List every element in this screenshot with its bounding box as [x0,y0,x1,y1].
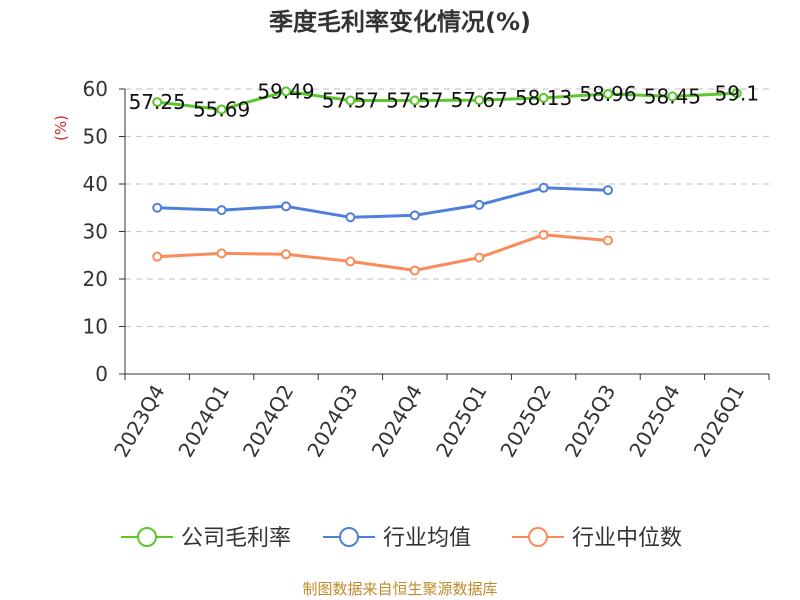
data-label: 58.13 [515,86,572,110]
series-2-line [157,233,609,272]
x-tick-label: 2024Q4 [367,381,427,462]
series-1-point [474,199,485,210]
x-tick-label: 2025Q2 [495,381,555,462]
x-tick-label: 2025Q4 [624,381,684,462]
y-tick-label: 60 [83,77,108,101]
data-label: 58.45 [644,84,701,108]
source-note: 制图数据来自恒生聚源数据库 [302,580,497,598]
legend-label: 行业均值 [383,526,471,551]
series-1-point [409,210,420,221]
series-0-point [603,88,613,99]
series-0-point [538,92,549,103]
y-tick-label: 50 [83,125,108,149]
data-label: 59.1 [715,81,760,105]
data-label: 59.49 [257,79,314,103]
chart-title: 季度毛利率变化情况(%) [269,8,531,36]
series-0-point [731,88,742,99]
legend-label: 行业中位数 [572,526,682,551]
series-1-point [216,205,227,216]
series-0-point [667,91,678,102]
series-0-point [345,95,356,106]
legend-swatch-circle [528,527,548,547]
series-1-point [345,212,356,223]
series-1-point [538,182,549,193]
x-tick-label: 2026Q1 [689,381,749,462]
legend-item[interactable]: 行业中位数 [512,526,682,551]
legend-item[interactable]: 行业均值 [323,526,471,551]
legend-swatch-circle [137,527,157,547]
data-label: 57.57 [386,89,443,113]
series-2-point [409,265,420,276]
series-2-point [538,229,549,240]
x-tick-label: 2023Q4 [109,381,169,462]
data-label: 58.96 [579,82,636,106]
y-tick-label: 30 [83,220,108,244]
x-tick-label: 2024Q2 [238,381,298,462]
series-0-point [474,95,485,106]
series-1-point [152,202,163,213]
x-tick-label: 2025Q1 [431,381,491,462]
series-0-point [152,97,163,108]
series-0-point [281,86,291,97]
series-1-line [157,186,609,219]
series-1-point [281,201,291,212]
y-tick-label: 10 [83,315,108,339]
series-2-point [216,248,227,259]
series-2-point [345,256,356,267]
legend-item[interactable]: 公司毛利率 [121,526,291,551]
data-label: 57.67 [451,88,508,112]
series-2-point [603,235,613,246]
y-tick-label: 0 [95,362,108,386]
y-tick-label: 20 [83,267,108,291]
series-2-point [152,251,163,262]
series-group [152,86,742,276]
legend-label: 公司毛利率 [181,526,291,551]
gridlines [125,88,769,328]
data-labels: 57.25 55.69 59.49 57.57 57.57 57.67 58.13 58.96… [129,79,759,121]
y-unit-label: (%) [52,115,70,141]
data-label: 55.69 [193,97,250,121]
y-tick-label: 40 [83,172,108,196]
series-0-point [216,104,227,115]
series-0-point [409,95,420,106]
data-label: 57.25 [129,90,186,114]
series-2-point [281,249,291,260]
series-1-point [603,185,613,196]
x-tick-label: 2024Q1 [173,381,233,462]
legend[interactable]: 公司毛利率 行业均值 行业中位数 [121,526,682,551]
series-2-point [474,252,485,263]
series-0-line [157,89,737,111]
legend-swatch-circle [339,527,359,547]
data-label: 57.57 [322,89,379,113]
x-tick-label: 2024Q3 [302,381,362,462]
x-tick-label: 2025Q3 [560,381,620,462]
